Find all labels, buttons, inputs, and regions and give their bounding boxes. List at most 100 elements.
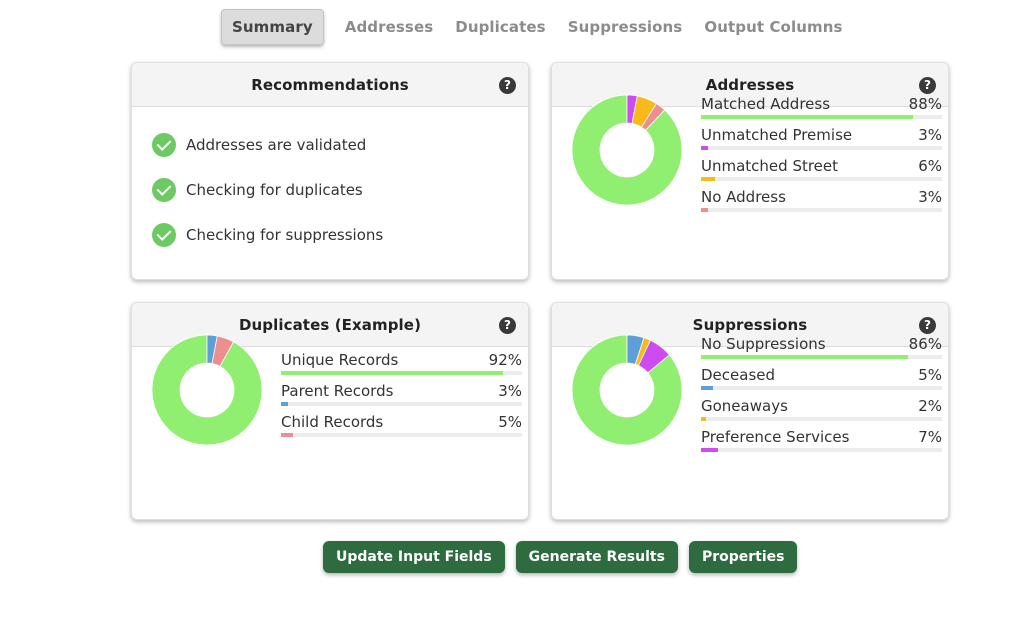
donut-segment-no-suppressions — [571, 334, 683, 446]
addresses-card: Addresses ? Matched Address 88% Unmatched… — [551, 62, 949, 280]
stat-parent-records: Parent Records 3% — [281, 381, 522, 412]
recommendation-item: Addresses are validated — [152, 133, 528, 157]
stat-label: Unmatched Premise — [701, 126, 853, 144]
stat-bar-fill — [701, 448, 718, 452]
stat-bar-fill — [701, 208, 709, 212]
stat-bar-track — [701, 448, 942, 452]
stat-label: Parent Records — [281, 382, 394, 400]
stat-bar-fill — [701, 177, 716, 181]
tab-bar: Summary Addresses Duplicates Suppression… — [221, 9, 855, 45]
stat-bar-track — [701, 208, 942, 212]
stat-label: Matched Address — [701, 95, 831, 113]
generate-results-button[interactable]: Generate Results — [515, 541, 678, 573]
stat-bar-track — [701, 177, 942, 181]
stat-no-address: No Address 3% — [701, 187, 942, 218]
stat-label: Goneaways — [701, 397, 788, 415]
stat-child-records: Child Records 5% — [281, 412, 522, 443]
stat-value: 7% — [918, 428, 942, 446]
stat-unique-records: Unique Records 92% — [281, 350, 522, 381]
donut-segment-matched-address — [571, 94, 683, 206]
recommendation-text: Addresses are validated — [186, 136, 367, 154]
tab-suppressions[interactable]: Suppressions — [567, 18, 683, 36]
stat-bar-track — [701, 386, 942, 390]
stat-bar-track — [281, 371, 522, 375]
stat-value: 86% — [908, 335, 942, 353]
stat-label: Unique Records — [281, 351, 399, 369]
check-circle-icon — [152, 223, 176, 247]
donut-segment-child-records — [211, 335, 235, 367]
stat-label: No Suppressions — [701, 335, 826, 353]
stat-unmatched-street: Unmatched Street 6% — [701, 156, 942, 187]
stat-bar-track — [701, 417, 942, 421]
stat-value: 3% — [918, 126, 942, 144]
duplicates-stats: Unique Records 92% Parent Records 3% Child… — [281, 350, 522, 443]
stat-bar-fill — [701, 355, 909, 359]
stat-value: 92% — [488, 351, 522, 369]
stat-bar-track — [281, 433, 522, 437]
recommendation-item: Checking for duplicates — [152, 178, 528, 202]
tab-addresses[interactable]: Addresses — [344, 18, 434, 36]
stat-value: 3% — [498, 382, 522, 400]
check-circle-icon — [152, 133, 176, 157]
card-header: Recommendations ? — [132, 63, 528, 107]
suppressions-donut-chart — [571, 334, 683, 446]
stat-value: 5% — [498, 413, 522, 431]
suppressions-card: Suppressions ? No Suppressions 86% Deceas… — [551, 302, 949, 520]
help-icon[interactable]: ? — [919, 317, 936, 334]
help-icon[interactable]: ? — [499, 317, 516, 334]
duplicates-card: Duplicates (Example) ? Unique Records 92%… — [131, 302, 529, 520]
stat-goneaways: Goneaways 2% — [701, 396, 942, 427]
stat-bar-fill — [701, 115, 914, 119]
stat-label: Child Records — [281, 413, 384, 431]
addresses-donut-chart — [571, 94, 683, 206]
recommendations-card: Recommendations ? Addresses are validate… — [131, 62, 529, 280]
recommendation-item: Checking for suppressions — [152, 223, 528, 247]
check-circle-icon — [152, 178, 176, 202]
recommendation-text: Checking for duplicates — [186, 181, 363, 199]
stat-bar-fill — [281, 371, 503, 375]
card-title: Recommendations — [251, 75, 409, 94]
card-title: Suppressions — [692, 315, 808, 334]
card-title: Addresses — [705, 75, 795, 94]
donut-segment-unique-records — [151, 334, 263, 446]
action-buttons: Update Input Fields Generate Results Pro… — [323, 541, 808, 573]
stat-bar-track — [701, 355, 942, 359]
suppressions-stats: No Suppressions 86% Deceased 5% Goneaways 2… — [701, 334, 942, 458]
addresses-stats: Matched Address 88% Unmatched Premise 3% U… — [701, 94, 942, 218]
stat-value: 6% — [918, 157, 942, 175]
stat-deceased: Deceased 5% — [701, 365, 942, 396]
recommendation-list: Addresses are validated Checking for dup… — [132, 107, 528, 247]
stat-bar-fill — [701, 417, 706, 421]
stat-bar-fill — [281, 433, 294, 437]
stat-preference-services: Preference Services 7% — [701, 427, 942, 458]
tab-output-columns[interactable]: Output Columns — [704, 18, 843, 36]
stat-bar-fill — [281, 402, 289, 406]
tab-duplicates[interactable]: Duplicates — [455, 18, 546, 36]
update-input-fields-button[interactable]: Update Input Fields — [323, 541, 505, 573]
stat-value: 3% — [918, 188, 942, 206]
tab-summary[interactable]: Summary — [221, 9, 324, 45]
properties-button[interactable]: Properties — [688, 541, 798, 573]
stat-bar-track — [281, 402, 522, 406]
stat-bar-fill — [701, 386, 714, 390]
donut-segment-preference-services — [637, 339, 670, 374]
donut-segment-no-address — [640, 103, 666, 131]
stat-label: Unmatched Street — [701, 157, 839, 175]
stat-no-suppressions: No Suppressions 86% — [701, 334, 942, 365]
duplicates-donut-chart — [151, 334, 263, 446]
help-icon[interactable]: ? — [919, 77, 936, 94]
stat-matched-address: Matched Address 88% — [701, 94, 942, 125]
help-icon[interactable]: ? — [499, 77, 516, 94]
stat-value: 2% — [918, 397, 942, 415]
stat-label: Deceased — [701, 366, 776, 384]
card-title: Duplicates (Example) — [238, 315, 422, 334]
recommendation-text: Checking for suppressions — [186, 226, 384, 244]
stat-value: 88% — [908, 95, 942, 113]
stat-bar-fill — [701, 146, 709, 150]
stat-value: 5% — [918, 366, 942, 384]
stat-label: Preference Services — [701, 428, 850, 446]
stat-bar-track — [701, 146, 942, 150]
stat-label: No Address — [701, 188, 786, 206]
stat-bar-track — [701, 115, 942, 119]
stat-unmatched-premise: Unmatched Premise 3% — [701, 125, 942, 156]
